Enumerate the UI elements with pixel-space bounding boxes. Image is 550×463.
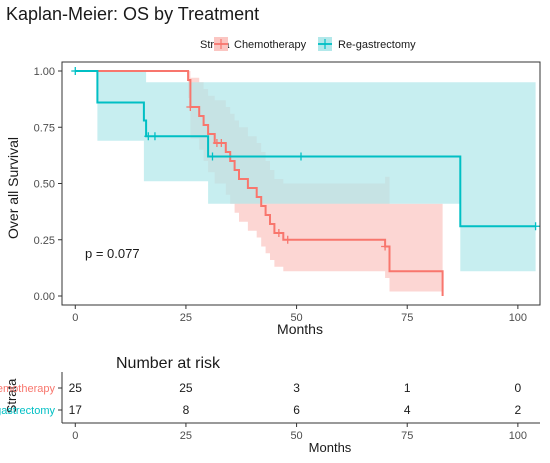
- risk-table-cell-chemotherapy: 1: [404, 381, 411, 395]
- x-tick-label: 0: [72, 312, 78, 324]
- x-tick-label: 75: [401, 312, 413, 324]
- censor-mark-chemotherapy: [283, 235, 292, 244]
- y-tick-label: 1.00: [34, 66, 55, 78]
- censor-mark-regastrectomy: [71, 67, 80, 75]
- censor-mark-chemotherapy: [381, 242, 390, 251]
- risk-table-cell-regastrectomy: 17: [69, 403, 83, 417]
- y-tick-label: 0.00: [34, 291, 55, 303]
- risk-table-strata-label: Strata: [4, 378, 19, 413]
- risk-table-x-tick-label: 100: [509, 430, 527, 442]
- x-tick-label: 25: [180, 312, 192, 324]
- survival-curve-chemotherapy: [75, 70, 444, 296]
- risk-table-cell-chemotherapy: 25: [69, 381, 83, 395]
- y-tick-label: 0.25: [34, 235, 55, 247]
- p-value-annotation: p = 0.077: [85, 246, 140, 261]
- risk-table-cell-regastrectomy: 2: [515, 403, 522, 417]
- censor-mark-chemotherapy: [186, 103, 195, 111]
- risk-table-x-tick-label: 50: [290, 430, 302, 442]
- censor-mark-regastrectomy: [150, 132, 159, 141]
- survival-curve-regastrectomy: [75, 70, 536, 228]
- censor-mark-regastrectomy: [208, 152, 217, 161]
- risk-table-cell-regastrectomy: 6: [293, 403, 300, 417]
- risk-table-row-label-chemotherapy: Chemotherapy: [0, 383, 55, 395]
- x-axis-label: Months: [277, 321, 323, 337]
- legend-label-chemotherapy: Chemotherapy: [234, 39, 307, 51]
- censor-mark-regastrectomy: [531, 222, 540, 231]
- x-tick-label: 100: [509, 312, 527, 324]
- censor-mark-chemotherapy: [217, 139, 226, 147]
- risk-table-cell-regastrectomy: 8: [183, 403, 190, 417]
- risk-table-title: Number at risk: [116, 355, 221, 372]
- risk-table-x-tick-label: 75: [401, 430, 413, 442]
- risk-table-x-label: Months: [309, 440, 352, 455]
- risk-table: Chemotherapy 25 25 3 1 0 Re-gastrectomy 17 8 6 4 2 0…: [0, 372, 540, 442]
- censor-mark-chemotherapy: [274, 229, 283, 237]
- censor-mark-regastrectomy: [297, 152, 305, 161]
- risk-table-cell-regastrectomy: 4: [404, 403, 411, 417]
- x-tick-label: 50: [290, 312, 302, 324]
- chart-title: Kaplan-Meier: OS by Treatment: [6, 4, 259, 24]
- confidence-band-regastrectomy: [75, 71, 536, 272]
- y-axis-ticks: 0.00 0.25 0.50 0.75 1.00: [34, 66, 62, 303]
- risk-table-cell-chemotherapy: 25: [179, 381, 193, 395]
- censor-marks: [71, 67, 540, 251]
- risk-table-x-tick-label: 0: [72, 430, 78, 442]
- y-tick-label: 0.50: [34, 179, 55, 191]
- risk-table-cell-chemotherapy: 0: [515, 381, 522, 395]
- y-tick-label: 0.75: [34, 122, 55, 134]
- risk-table-cell-chemotherapy: 3: [293, 381, 300, 395]
- survival-curves: [75, 70, 536, 296]
- legend-label-regastrectomy: Re-gastrectomy: [338, 39, 416, 51]
- risk-table-row-label-regastrectomy: Re-gastrectomy: [0, 405, 55, 417]
- y-axis-label: Over all Survival: [5, 137, 21, 239]
- x-axis-ticks: 0 25 50 75 100: [72, 305, 527, 324]
- confidence-bands: [75, 71, 536, 292]
- risk-table-x-tick-label: 25: [180, 430, 192, 442]
